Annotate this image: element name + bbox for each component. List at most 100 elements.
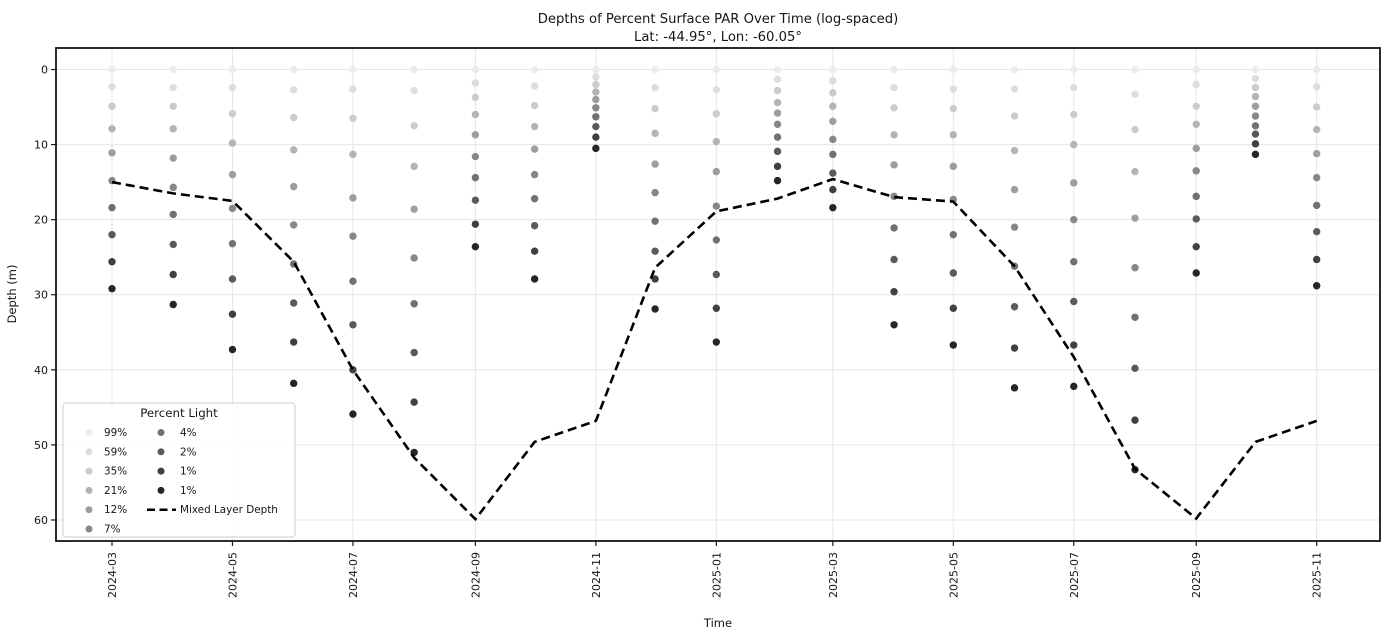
- par-point: [289, 299, 298, 307]
- par-point: [1251, 74, 1260, 83]
- par-point: [773, 147, 782, 156]
- par-point: [1312, 227, 1321, 236]
- par-point: [1131, 264, 1139, 272]
- par-point: [228, 239, 237, 248]
- legend-item-label: 99%: [104, 427, 127, 439]
- legend-item-label: 59%: [104, 446, 127, 458]
- par-point: [228, 65, 237, 74]
- par-point: [1251, 92, 1260, 101]
- par-point: [1010, 223, 1019, 231]
- par-point: [829, 117, 837, 126]
- par-point: [712, 110, 721, 118]
- par-point: [471, 152, 480, 161]
- par-point: [1312, 65, 1321, 74]
- par-point: [949, 341, 958, 349]
- par-point: [108, 203, 116, 212]
- par-point: [1251, 122, 1260, 130]
- par-point: [890, 83, 898, 92]
- legend-marker: [85, 506, 93, 514]
- plot-border: [55, 47, 1381, 542]
- par-point: [592, 65, 600, 74]
- y-tick-label: 20: [34, 214, 48, 227]
- par-point: [410, 122, 418, 130]
- par-point: [712, 137, 721, 146]
- par-point: [712, 167, 721, 176]
- par-point: [169, 300, 177, 309]
- par-point: [471, 79, 480, 87]
- par-point: [1312, 125, 1321, 134]
- par-point: [1251, 140, 1260, 148]
- legend-item-label: 12%: [104, 504, 127, 516]
- x-tick-label: 2025-11: [1311, 552, 1324, 598]
- par-point: [1312, 103, 1321, 111]
- par-point: [651, 104, 659, 113]
- legend-items: 99% 59% 35% 21% 12% 7% 4% 2% 1% 1% Mixed Layer Dep…: [85, 427, 278, 536]
- par-point: [169, 102, 177, 110]
- x-tick-labels: 2024-03 2024-05 2024-07 2024-09 2024-11 2025-…: [106, 552, 1324, 598]
- x-tick-label: 2024-11: [590, 552, 603, 598]
- par-point: [949, 85, 958, 93]
- par-point: [1251, 112, 1260, 120]
- par-point: [108, 230, 116, 239]
- par-point: [773, 75, 782, 83]
- par-point: [1312, 173, 1321, 182]
- par-point: [530, 82, 539, 90]
- par-point: [349, 232, 357, 240]
- legend-mld-label: Mixed Layer Depth: [180, 504, 278, 516]
- par-point: [1192, 215, 1200, 223]
- legend-marker: [157, 448, 165, 456]
- par-point: [592, 95, 600, 104]
- legend-item-label: 2%: [180, 446, 197, 458]
- par-point: [530, 145, 539, 153]
- par-point: [890, 321, 898, 329]
- par-point: [773, 98, 782, 107]
- par-point: [410, 205, 418, 213]
- par-point: [108, 65, 116, 74]
- legend-marker: [157, 467, 165, 475]
- par-point: [592, 113, 600, 121]
- par-point: [1312, 255, 1321, 264]
- par-point: [1010, 65, 1019, 74]
- par-point: [773, 133, 782, 141]
- y-tick-label: 60: [34, 514, 48, 527]
- par-point: [1192, 167, 1200, 175]
- x-axis-label: Time: [703, 616, 732, 630]
- par-point: [471, 242, 480, 251]
- par-point: [169, 270, 177, 279]
- y-tick-label: 40: [34, 364, 48, 377]
- par-point: [471, 220, 480, 228]
- par-point: [410, 86, 418, 95]
- par-point: [289, 146, 298, 154]
- par-point: [1251, 65, 1260, 74]
- par-point: [651, 129, 659, 138]
- par-point: [773, 109, 782, 117]
- y-tick-label: 10: [34, 139, 48, 152]
- par-point: [651, 217, 659, 225]
- par-point: [530, 170, 539, 179]
- par-point: [1251, 130, 1260, 138]
- par-point: [471, 65, 480, 74]
- par-point: [1070, 140, 1078, 149]
- par-point: [1010, 384, 1019, 392]
- par-point: [829, 102, 837, 110]
- par-point: [169, 83, 177, 92]
- par-point: [592, 133, 600, 141]
- par-point: [949, 304, 958, 312]
- par-point: [1312, 149, 1321, 158]
- y-tick-label: 0: [41, 64, 48, 77]
- par-point: [349, 150, 357, 159]
- par-point: [1131, 364, 1139, 373]
- par-point: [1192, 269, 1200, 277]
- par-point: [228, 139, 237, 147]
- par-point: [890, 104, 898, 112]
- par-point: [169, 125, 177, 133]
- par-point: [169, 154, 177, 162]
- x-tick-label: 2024-09: [469, 552, 482, 598]
- x-tick-label: 2024-07: [347, 552, 360, 598]
- x-tick-label: 2024-05: [226, 552, 239, 598]
- par-point: [471, 196, 480, 204]
- par-point: [530, 221, 539, 230]
- legend-marker: [157, 429, 165, 436]
- x-tick-label: 2025-01: [710, 552, 723, 598]
- x-tick-label: 2024-03: [106, 552, 119, 598]
